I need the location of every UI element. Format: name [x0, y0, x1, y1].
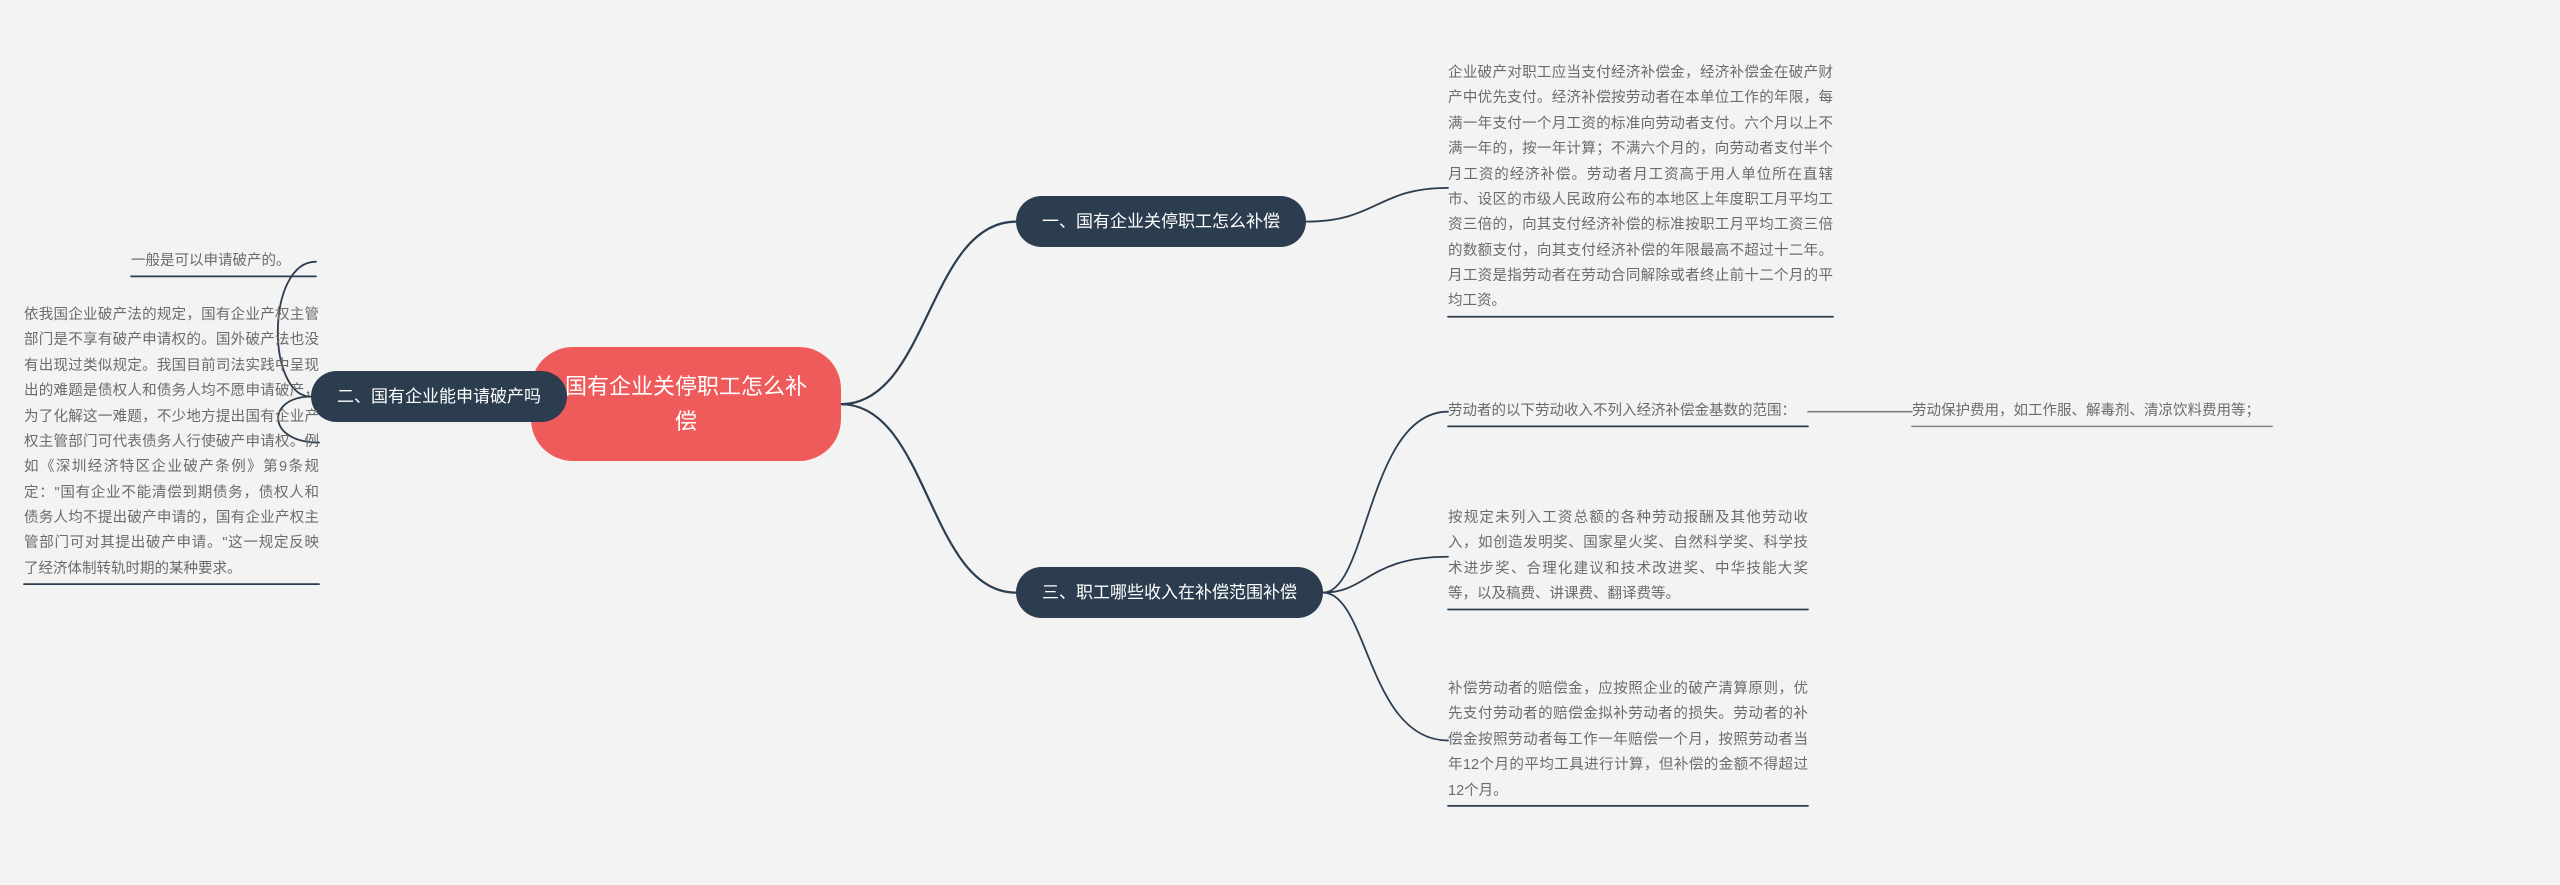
- branch-3-leaf-3: 补偿劳动者的赔偿金，应按照企业的破产清算原则，优先支付劳动者的赔偿金拟补劳动者的…: [1448, 677, 1808, 804]
- branch-3-pill: 三、职工哪些收入在补偿范围补偿: [1016, 567, 1323, 618]
- branch-3-leaf-1: 劳动者的以下劳动收入不列入经济补偿金基数的范围：: [1448, 399, 1808, 424]
- central-node: 国有企业关停职工怎么补偿: [531, 347, 841, 461]
- branch-2-leaf-1: 一般是可以申请破产的。: [131, 249, 316, 274]
- connectors-svg: [0, 0, 2560, 885]
- branch-1-pill: 一、国有企业关停职工怎么补偿: [1016, 196, 1306, 247]
- branch-1-leaf-1: 企业破产对职工应当支付经济补偿金，经济补偿金在破产财产中优先支付。经济补偿按劳动…: [1448, 61, 1833, 315]
- branch-3-leaf-2: 按规定未列入工资总额的各种劳动报酬及其他劳动收入，如创造发明奖、国家星火奖、自然…: [1448, 506, 1808, 608]
- branch-2-pill: 二、国有企业能申请破产吗: [311, 371, 567, 422]
- branch-2-leaf-2: 依我国企业破产法的规定，国有企业产权主管部门是不享有破产申请权的。国外破产法也没…: [24, 303, 319, 582]
- branch-3-leaf-1-sub: 劳动保护费用，如工作服、解毒剂、清凉饮料费用等；: [1912, 399, 2272, 424]
